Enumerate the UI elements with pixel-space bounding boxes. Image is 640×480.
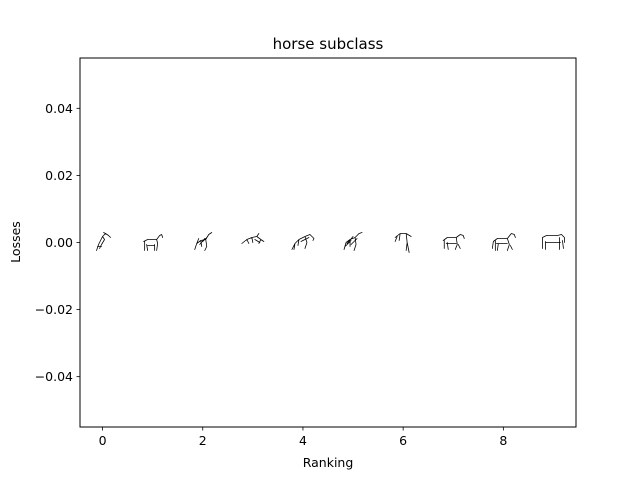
- horse-sketch-point: [291, 234, 315, 250]
- horse-sketch-stroke: [394, 233, 412, 253]
- horse-sketch-point: [442, 234, 465, 250]
- horse-sketch-stroke: [291, 234, 315, 250]
- y-tick-label: −0.02: [35, 302, 73, 317]
- horse-sketch-stroke: [96, 232, 111, 251]
- horse-sketch-point: [343, 232, 363, 251]
- x-tick-label: 8: [499, 433, 507, 448]
- horse-sketch-stroke: [343, 232, 363, 251]
- horse-sketch-point: [542, 234, 565, 250]
- chart-title: horse subclass: [273, 35, 384, 53]
- x-axis-label: Ranking: [303, 455, 354, 470]
- horse-sketch-stroke: [491, 233, 516, 251]
- y-tick-label: 0.02: [45, 168, 73, 183]
- x-tick-label: 2: [199, 433, 207, 448]
- horse-sketch-stroke: [194, 232, 213, 251]
- y-tick-label: −0.04: [35, 369, 73, 384]
- y-axis-label: Losses: [8, 221, 23, 263]
- horse-sketch-stroke: [442, 234, 465, 250]
- horse-sketch-stroke: [143, 234, 164, 251]
- x-tick-label: 4: [299, 433, 307, 448]
- horse-sketch-point: [491, 233, 516, 251]
- horse-sketch-stroke: [241, 233, 265, 244]
- horse-sketch-point: [143, 234, 164, 251]
- horse-sketch-point: [194, 232, 213, 251]
- y-tick-label: 0.00: [45, 235, 73, 250]
- y-axis-ticks: −0.04 −0.02 0.00 0.02 0.04: [35, 101, 80, 384]
- x-axis-ticks: 0 2 4 6 8: [99, 427, 507, 448]
- data-points: [96, 232, 565, 253]
- horse-sketch-point: [96, 232, 111, 251]
- horse-sketch-point: [394, 233, 412, 253]
- horse-sketch-point: [241, 233, 265, 244]
- y-tick-label: 0.04: [45, 101, 73, 116]
- horse-sketch-stroke: [542, 234, 565, 250]
- plot-frame: [79, 57, 577, 428]
- x-tick-label: 6: [399, 433, 407, 448]
- x-tick-label: 0: [99, 433, 107, 448]
